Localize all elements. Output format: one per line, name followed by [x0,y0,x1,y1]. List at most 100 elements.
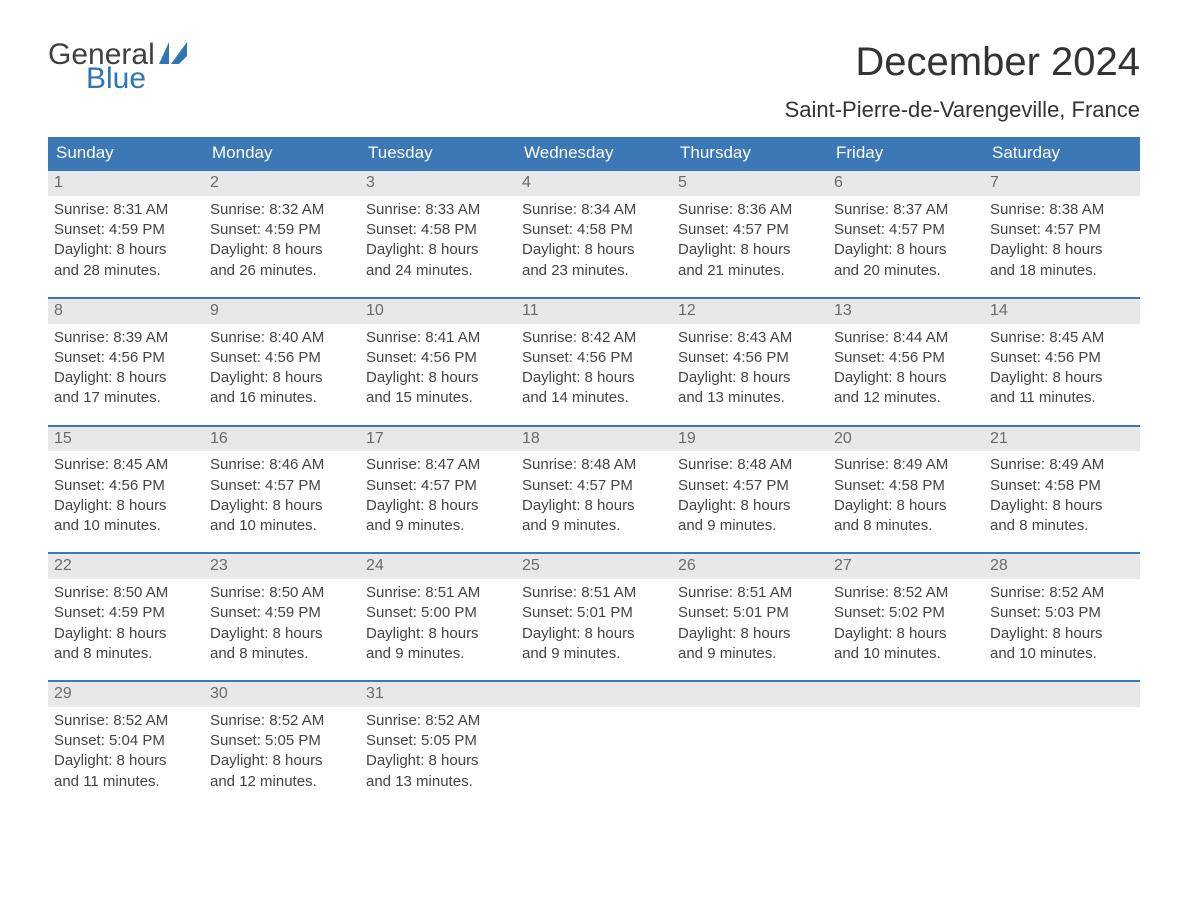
day-cell: 20Sunrise: 8:49 AMSunset: 4:58 PMDayligh… [828,427,984,539]
sunrise-text: Sunrise: 8:38 AM [990,200,1134,220]
day-cell: 3Sunrise: 8:33 AMSunset: 4:58 PMDaylight… [360,171,516,283]
sunset-text: Sunset: 4:56 PM [366,348,510,368]
page-header: General Blue December 2024 Saint-Pierre-… [48,40,1140,123]
daylight-text: and 16 minutes. [210,388,354,408]
day-cell: 23Sunrise: 8:50 AMSunset: 4:59 PMDayligh… [204,554,360,666]
daylight-text: and 11 minutes. [54,772,198,792]
sunrise-text: Sunrise: 8:48 AM [678,455,822,475]
daylight-text: and 9 minutes. [366,644,510,664]
day-cell: 15Sunrise: 8:45 AMSunset: 4:56 PMDayligh… [48,427,204,539]
day-number [984,682,1140,707]
daylight-text: Daylight: 8 hours [210,368,354,388]
day-number [672,682,828,707]
day-body: Sunrise: 8:52 AMSunset: 5:05 PMDaylight:… [360,707,516,794]
daylight-text: and 10 minutes. [210,516,354,536]
sunrise-text: Sunrise: 8:41 AM [366,328,510,348]
week-row: 29Sunrise: 8:52 AMSunset: 5:04 PMDayligh… [48,680,1140,794]
daylight-text: Daylight: 8 hours [54,751,198,771]
day-body: Sunrise: 8:36 AMSunset: 4:57 PMDaylight:… [672,196,828,283]
daylight-text: Daylight: 8 hours [990,496,1134,516]
sunrise-text: Sunrise: 8:34 AM [522,200,666,220]
daylight-text: and 11 minutes. [990,388,1134,408]
daylight-text: and 23 minutes. [522,261,666,281]
sunset-text: Sunset: 5:04 PM [54,731,198,751]
day-cell: 22Sunrise: 8:50 AMSunset: 4:59 PMDayligh… [48,554,204,666]
day-cell: 25Sunrise: 8:51 AMSunset: 5:01 PMDayligh… [516,554,672,666]
daylight-text: and 21 minutes. [678,261,822,281]
day-body: Sunrise: 8:52 AMSunset: 5:04 PMDaylight:… [48,707,204,794]
daylight-text: and 9 minutes. [678,644,822,664]
daylight-text: and 18 minutes. [990,261,1134,281]
sunset-text: Sunset: 4:57 PM [678,220,822,240]
sunset-text: Sunset: 4:56 PM [54,348,198,368]
day-number: 25 [516,554,672,579]
daylight-text: Daylight: 8 hours [834,624,978,644]
week-row: 15Sunrise: 8:45 AMSunset: 4:56 PMDayligh… [48,425,1140,539]
day-body: Sunrise: 8:48 AMSunset: 4:57 PMDaylight:… [672,451,828,538]
sunrise-text: Sunrise: 8:37 AM [834,200,978,220]
day-number: 20 [828,427,984,452]
day-cell: 30Sunrise: 8:52 AMSunset: 5:05 PMDayligh… [204,682,360,794]
daylight-text: Daylight: 8 hours [54,496,198,516]
day-number: 10 [360,299,516,324]
daylight-text: and 17 minutes. [54,388,198,408]
sunset-text: Sunset: 4:56 PM [990,348,1134,368]
daylight-text: and 12 minutes. [834,388,978,408]
daylight-text: and 12 minutes. [210,772,354,792]
day-number: 31 [360,682,516,707]
sunset-text: Sunset: 4:56 PM [678,348,822,368]
day-number: 11 [516,299,672,324]
daylight-text: Daylight: 8 hours [522,240,666,260]
daylight-text: and 28 minutes. [54,261,198,281]
day-cell: 4Sunrise: 8:34 AMSunset: 4:58 PMDaylight… [516,171,672,283]
sunset-text: Sunset: 5:05 PM [366,731,510,751]
sunrise-text: Sunrise: 8:49 AM [990,455,1134,475]
day-cell: 11Sunrise: 8:42 AMSunset: 4:56 PMDayligh… [516,299,672,411]
week-row: 1Sunrise: 8:31 AMSunset: 4:59 PMDaylight… [48,169,1140,283]
daylight-text: Daylight: 8 hours [522,496,666,516]
sunset-text: Sunset: 5:01 PM [678,603,822,623]
daylight-text: Daylight: 8 hours [210,240,354,260]
sunrise-text: Sunrise: 8:52 AM [54,711,198,731]
day-number: 1 [48,171,204,196]
daylight-text: Daylight: 8 hours [210,624,354,644]
sunset-text: Sunset: 5:00 PM [366,603,510,623]
day-cell: 18Sunrise: 8:48 AMSunset: 4:57 PMDayligh… [516,427,672,539]
weekday-header: Monday [204,137,360,169]
sunset-text: Sunset: 5:01 PM [522,603,666,623]
week-row: 8Sunrise: 8:39 AMSunset: 4:56 PMDaylight… [48,297,1140,411]
day-number: 13 [828,299,984,324]
day-body: Sunrise: 8:32 AMSunset: 4:59 PMDaylight:… [204,196,360,283]
daylight-text: and 10 minutes. [990,644,1134,664]
daylight-text: and 9 minutes. [366,516,510,536]
daylight-text: and 13 minutes. [678,388,822,408]
daylight-text: Daylight: 8 hours [678,496,822,516]
sunrise-text: Sunrise: 8:52 AM [990,583,1134,603]
day-number: 2 [204,171,360,196]
sunrise-text: Sunrise: 8:47 AM [366,455,510,475]
daylight-text: Daylight: 8 hours [366,368,510,388]
daylight-text: and 8 minutes. [834,516,978,536]
sunset-text: Sunset: 4:59 PM [54,603,198,623]
sunset-text: Sunset: 5:02 PM [834,603,978,623]
day-body: Sunrise: 8:52 AMSunset: 5:02 PMDaylight:… [828,579,984,666]
sunrise-text: Sunrise: 8:52 AM [366,711,510,731]
daylight-text: and 20 minutes. [834,261,978,281]
day-cell: 2Sunrise: 8:32 AMSunset: 4:59 PMDaylight… [204,171,360,283]
day-number: 18 [516,427,672,452]
day-cell: 28Sunrise: 8:52 AMSunset: 5:03 PMDayligh… [984,554,1140,666]
daylight-text: and 8 minutes. [54,644,198,664]
month-title: December 2024 [785,40,1140,85]
day-number: 6 [828,171,984,196]
sunrise-text: Sunrise: 8:52 AM [210,711,354,731]
day-body: Sunrise: 8:31 AMSunset: 4:59 PMDaylight:… [48,196,204,283]
day-cell: 29Sunrise: 8:52 AMSunset: 5:04 PMDayligh… [48,682,204,794]
sunset-text: Sunset: 4:58 PM [990,476,1134,496]
daylight-text: Daylight: 8 hours [834,240,978,260]
sunset-text: Sunset: 4:56 PM [834,348,978,368]
sunset-text: Sunset: 4:58 PM [522,220,666,240]
day-body: Sunrise: 8:49 AMSunset: 4:58 PMDaylight:… [984,451,1140,538]
day-number: 27 [828,554,984,579]
day-number: 17 [360,427,516,452]
day-cell: 9Sunrise: 8:40 AMSunset: 4:56 PMDaylight… [204,299,360,411]
